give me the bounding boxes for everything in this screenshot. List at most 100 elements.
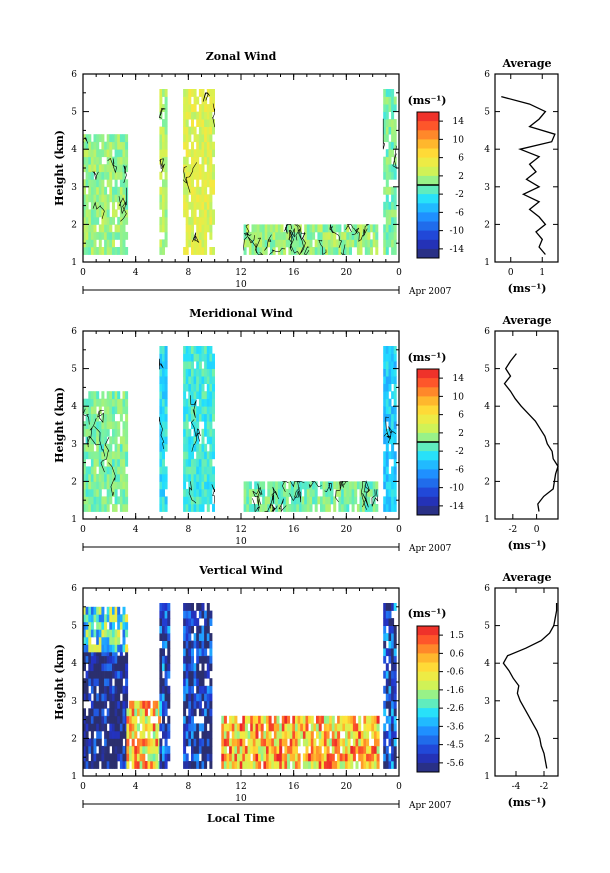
heatmap-cell	[388, 693, 392, 702]
heatmap-cell	[204, 428, 208, 437]
heatmap-cell	[391, 361, 395, 369]
heatmap-cell	[360, 745, 364, 754]
heatmap-cell	[96, 149, 100, 158]
heatmap-cell	[239, 761, 243, 769]
heatmap-cell	[393, 186, 397, 195]
heatmap-cell	[191, 678, 194, 687]
heatmap-cell	[93, 606, 97, 615]
heatmap-cell	[302, 761, 306, 769]
heatmap-cell	[354, 231, 358, 240]
heatmap-cell	[204, 194, 208, 203]
heatmap-cell	[101, 504, 105, 512]
heatmap-cell	[204, 368, 208, 377]
heatmap-cell	[343, 496, 347, 505]
heatmap-cell	[125, 496, 129, 505]
heatmap-cell	[375, 239, 379, 248]
heatmap-cell	[106, 247, 110, 255]
heatmap-cell	[346, 231, 350, 240]
heatmap-cell	[122, 473, 126, 482]
heatmap-cell	[112, 621, 115, 630]
heatmap-cell	[106, 458, 110, 467]
heatmap-cell	[183, 670, 187, 679]
profile-y-tick-label: 2	[484, 220, 490, 230]
heatmap-cell	[281, 738, 285, 747]
heatmap-cell	[352, 715, 356, 724]
heatmap-cell	[204, 473, 208, 482]
heatmap-cell	[201, 141, 205, 150]
heatmap-cell	[114, 179, 118, 188]
heatmap-cell	[125, 398, 129, 407]
heatmap-cell	[201, 678, 205, 687]
heatmap-cell	[201, 738, 205, 747]
heatmap-cell	[345, 723, 348, 732]
profile-y-tick-label: 5	[484, 365, 490, 375]
heatmap-cell	[252, 715, 256, 724]
heatmap-cell	[88, 194, 92, 203]
heatmap-cell	[191, 383, 194, 392]
heatmap-cell	[212, 504, 215, 512]
heatmap-cell	[122, 209, 126, 218]
heatmap-cell	[164, 730, 168, 739]
heatmap-cell	[391, 247, 395, 255]
heatmap-cell	[112, 614, 115, 623]
heatmap-cell	[383, 406, 387, 415]
heatmap-cell	[150, 753, 154, 762]
heatmap-cell	[98, 239, 102, 248]
heatmap-cell	[198, 693, 202, 702]
heatmap-cell	[188, 164, 192, 173]
heatmap-cell	[96, 216, 100, 225]
heatmap-cell	[198, 745, 202, 754]
heatmap-cell	[256, 231, 260, 240]
heatmap-cell	[93, 715, 97, 724]
heatmap-cell	[204, 398, 208, 407]
heatmap-cell	[391, 421, 395, 430]
heatmap-cell	[117, 738, 121, 747]
heatmap-cell	[293, 224, 297, 233]
heatmap-cell	[320, 224, 323, 233]
heatmap-cell	[333, 231, 337, 240]
heatmap-cell	[83, 745, 86, 754]
contour-line	[269, 248, 286, 255]
heatmap-cell	[342, 753, 346, 762]
heatmap-cell	[393, 761, 397, 769]
heatmap-cell	[104, 451, 108, 460]
heatmap-cell	[302, 753, 306, 762]
heatmap-cell	[352, 745, 356, 754]
heatmap-cell	[125, 443, 129, 452]
heatmap-cell	[243, 224, 247, 233]
heatmap-cell	[385, 496, 389, 505]
y-tick-label: 6	[71, 584, 77, 594]
heatmap-cell	[302, 730, 306, 739]
heatmap-cell	[376, 738, 380, 747]
heatmap-cell	[114, 156, 118, 165]
heatmap-cell	[297, 753, 301, 762]
zonal-date-label: 10	[235, 280, 247, 290]
heatmap-cell	[198, 104, 202, 112]
heatmap-cell	[212, 164, 215, 173]
heatmap-cell	[98, 481, 102, 490]
heatmap-cell	[185, 685, 189, 694]
heatmap-cell	[101, 451, 105, 460]
heatmap-cell	[333, 504, 337, 512]
heatmap-cell	[112, 391, 115, 400]
heatmap-cell	[164, 376, 168, 384]
heatmap-cell	[188, 473, 192, 482]
heatmap-cell	[98, 644, 102, 653]
heatmap-cell	[350, 723, 354, 732]
heatmap-cell	[193, 104, 197, 112]
heatmap-cell	[98, 458, 102, 467]
heatmap-cell	[306, 231, 310, 240]
heatmap-cell	[201, 96, 205, 105]
heatmap-cell	[212, 96, 215, 105]
heatmap-cell	[96, 700, 100, 709]
heatmap-cell	[114, 398, 118, 407]
heatmap-cell	[201, 663, 205, 672]
heatmap-cell	[142, 700, 146, 709]
heatmap-cell	[191, 738, 194, 747]
heatmap-cell	[388, 361, 392, 369]
heatmap-cell	[309, 247, 313, 255]
heatmap-cell	[333, 247, 337, 255]
heatmap-cell	[101, 606, 105, 615]
